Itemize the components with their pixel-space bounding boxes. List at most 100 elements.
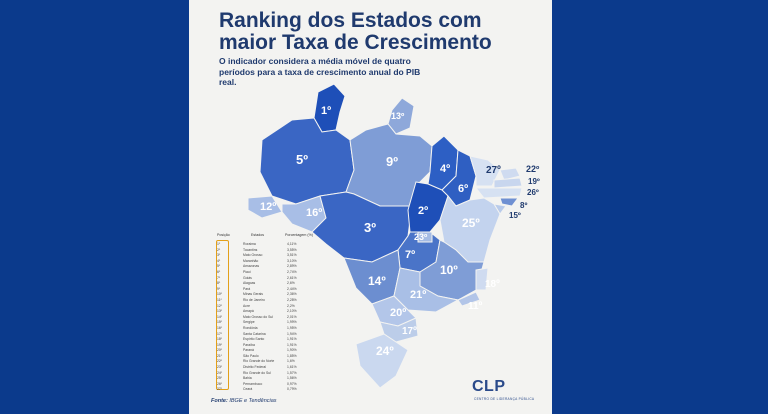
legend-cell-pct: 3,10% <box>287 258 297 263</box>
legend-cell-pct: 1,90% <box>287 348 297 353</box>
label-es: 18º <box>485 279 500 290</box>
legend-cell-pct: 1,85% <box>287 353 297 358</box>
legend-cell-estado: Tocantins <box>243 247 258 252</box>
legend-cell-pct: 1,6% <box>287 359 295 364</box>
legend-cell-estado: Minas Gerais <box>243 292 263 297</box>
legend-row: 3º Mato Grosso 3,51% <box>215 253 320 259</box>
legend-cell-estado: Roraima <box>243 242 256 246</box>
legend-cell-pos: 9º <box>217 286 221 291</box>
state-es <box>475 267 489 291</box>
legend-cell-pos: 19º <box>217 342 223 347</box>
infographic-poster: Ranking dos Estados com maior Taxa de Cr… <box>189 0 552 414</box>
legend-cell-pos: 15º <box>217 320 223 325</box>
legend-cell-pct: 1,91% <box>287 337 297 342</box>
label-ac: 12º <box>260 201 276 213</box>
label-ap: 13º <box>391 111 405 121</box>
legend-cell-pos: 18º <box>217 337 223 342</box>
legend-cell-pct: 0,79% <box>287 387 297 392</box>
legend-cell-pos: 22º <box>217 359 223 364</box>
legend-row: 25º Bahia 1,56% <box>215 376 320 382</box>
label-pi: 6º <box>458 183 468 195</box>
legend-row: 20º Paraná 1,90% <box>215 348 320 354</box>
legend-cell-pos: 12º <box>217 303 223 308</box>
legend-cell-pct: 2,6% <box>287 281 295 286</box>
legend-row: 22º Rio Grande do Norte 1,6% <box>215 359 320 365</box>
legend-cell-pos: 8º <box>217 281 221 286</box>
legend-row: 14º Mato Grosso do Sul 2,01% <box>215 315 320 321</box>
legend-cell-pos: 5º <box>217 264 221 269</box>
legend-cell-pos: 27º <box>217 387 223 392</box>
legend-cell-pos: 4º <box>217 258 221 263</box>
legend-cell-pct: 0,97% <box>287 381 297 386</box>
legend-rows: 1º Roraima 4,11% 2º Tocantins 3,55% 3º Mato Gro… <box>215 242 320 393</box>
state-al <box>499 197 519 207</box>
legend-row: 2º Tocantins 3,55% <box>215 248 320 254</box>
legend-row: 27º Ceará 0,79% <box>215 387 320 393</box>
legend-row: 17º Santa Catarina 1,94% <box>215 332 320 338</box>
state-rs <box>355 333 409 389</box>
legend-cell-pos: 20º <box>217 348 223 353</box>
legend-row: 23º Distrito Federal 1,61% <box>215 365 320 371</box>
legend-row: 11º Rio de Janeiro 2,28% <box>215 298 320 304</box>
legend-cell-estado: Goiás <box>243 275 252 280</box>
legend-cell-pos: 14º <box>217 314 223 319</box>
legend-row: 5º Amazonas 2,89% <box>215 264 320 270</box>
legend-cell-estado: Rio de Janeiro <box>243 297 265 302</box>
legend-cell-estado: Ceará <box>243 387 253 392</box>
legend-row: 9º Pará 2,44% <box>215 287 320 293</box>
legend-cell-estado: Rio Grande do Sul <box>243 370 271 375</box>
legend-cell-pos: 17º <box>217 331 223 336</box>
legend-row: 10º Minas Gerais 2,36% <box>215 292 320 298</box>
state-df <box>417 231 433 243</box>
legend-cell-estado: Bahia <box>243 376 252 381</box>
legend-cell-estado: Mato Grosso <box>243 253 263 258</box>
legend-row: 8º Alagoas 2,6% <box>215 281 320 287</box>
legend-cell-pos: 24º <box>217 370 223 375</box>
legend-cell-estado: Paraíba <box>243 342 255 347</box>
legend-row: 7º Goiás 2,61% <box>215 276 320 282</box>
legend-cell-pct: 2,10% <box>287 309 297 314</box>
label-ro: 16º <box>306 207 322 219</box>
source-text: IBGE e Tendências <box>229 398 277 404</box>
legend-cell-pos: 26º <box>217 381 223 386</box>
legend-cell-estado: Maranhão <box>243 258 259 263</box>
legend-cell-pct: 1,57% <box>287 370 297 375</box>
legend-row: 16º Rondônia 1,95% <box>215 326 320 332</box>
label-to: 2º <box>418 205 428 217</box>
legend-cell-pct: 2,28% <box>287 297 297 302</box>
legend-cell-pos: 16º <box>217 325 223 330</box>
legend-cell-pct: 2,89% <box>287 264 297 269</box>
label-rr: 1º <box>321 105 331 117</box>
legend-row: 21º São Paulo 1,85% <box>215 354 320 360</box>
legend-row: 6º Piauí 2,74% <box>215 270 320 276</box>
legend-cell-estado: Pará <box>243 286 251 291</box>
label-ms: 14º <box>368 274 386 288</box>
label-mt: 3º <box>364 220 376 235</box>
legend-cell-pos: 11º <box>217 297 222 302</box>
legend-cell-pct: 2,44% <box>287 286 297 291</box>
legend-header-porcentagem: Porcentagem (%) <box>285 233 313 237</box>
legend-cell-pos: 1º <box>217 242 221 246</box>
page-title: Ranking dos Estados com maior Taxa de Cr… <box>219 9 492 54</box>
legend-cell-pct: 2,74% <box>287 269 297 274</box>
legend-header-posicao: Posição <box>217 233 230 237</box>
legend-cell-estado: Pernambuco <box>243 381 263 386</box>
label-ce: 27º <box>486 165 501 176</box>
state-pe <box>474 187 523 199</box>
legend-cell-pos: 2º <box>217 247 221 252</box>
legend-cell-pct: 1,95% <box>287 325 297 330</box>
logo-tagline: CENTRO DE LIDERANÇA PÚBLICA <box>474 397 535 401</box>
legend-cell-pos: 13º <box>217 309 223 314</box>
page-subtitle: O indicador considera a média móvel de q… <box>219 56 421 87</box>
state-ce <box>469 155 501 187</box>
legend-row: 24º Rio Grande do Sul 1,57% <box>215 371 320 377</box>
label-ma: 4º <box>440 163 450 175</box>
label-al: 8º <box>520 201 527 210</box>
label-ba: 25º <box>462 216 480 230</box>
label-sc: 17º <box>402 326 417 337</box>
label-am: 5º <box>296 152 308 167</box>
ranking-legend-table: Posição Estados Porcentagem (%) 1º Roraim… <box>215 233 320 393</box>
state-ac <box>247 195 283 219</box>
legend-cell-estado: Acre <box>243 303 250 308</box>
legend-row: 26º Pernambuco 0,97% <box>215 382 320 388</box>
